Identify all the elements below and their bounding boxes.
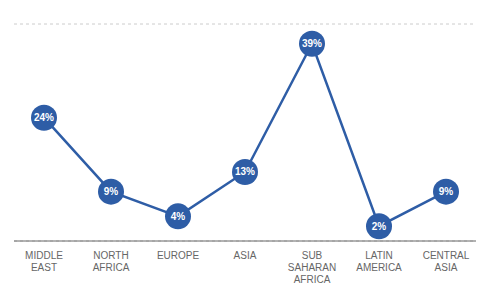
svg-text:SUBSAHARANAFRICA: SUBSAHARANAFRICA [288, 250, 336, 285]
svg-text:9%: 9% [104, 186, 119, 197]
svg-text:24%: 24% [34, 112, 54, 123]
svg-text:MIDDLEEAST: MIDDLEEAST [25, 250, 63, 273]
svg-text:ASIA: ASIA [234, 250, 257, 261]
svg-text:39%: 39% [302, 38, 322, 49]
svg-text:13%: 13% [235, 166, 255, 177]
svg-text:2%: 2% [372, 221, 387, 232]
svg-text:9%: 9% [439, 186, 454, 197]
svg-text:LATINAMERICA: LATINAMERICA [356, 250, 402, 273]
svg-text:NORTHAFRICA: NORTHAFRICA [93, 250, 130, 273]
svg-text:EUROPE: EUROPE [157, 250, 200, 261]
svg-text:CENTRALASIA: CENTRALASIA [423, 250, 470, 273]
svg-text:4%: 4% [171, 211, 186, 222]
